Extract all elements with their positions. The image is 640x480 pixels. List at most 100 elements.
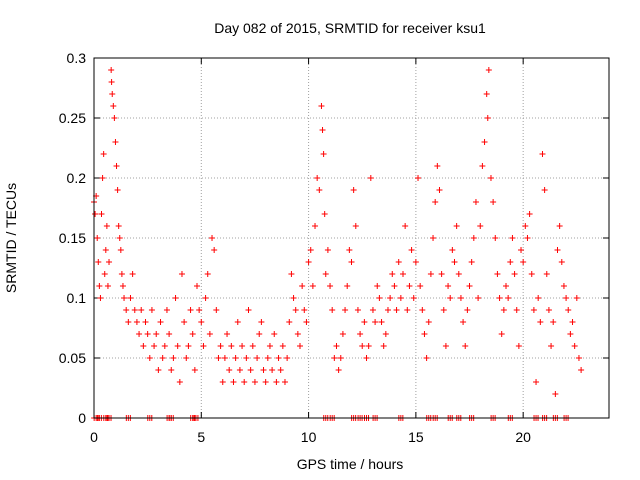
data-point [397, 295, 404, 301]
data-point [382, 331, 389, 337]
data-point [436, 187, 443, 193]
data-point [442, 343, 449, 349]
data-point [350, 187, 357, 193]
data-point [226, 367, 233, 373]
data-point [565, 307, 572, 313]
data-point [290, 295, 297, 301]
x-axis-label: GPS time / hours [297, 456, 404, 472]
data-point [335, 367, 342, 373]
data-point [159, 355, 166, 361]
data-point [342, 307, 349, 313]
data-point [406, 283, 413, 289]
axis-ticks: 0 0.05 0.1 0.15 0.2 0.25 0.3 0 5 10 15 20 [59, 50, 609, 445]
data-point [558, 259, 565, 265]
y-tick-label: 0.15 [59, 230, 86, 246]
data-point [487, 175, 494, 181]
data-point [281, 379, 288, 385]
data-point [329, 307, 336, 313]
data-point [462, 343, 469, 349]
data-point [419, 307, 426, 313]
data-point [537, 319, 544, 325]
data-point [320, 151, 327, 157]
data-point [578, 367, 585, 373]
x-tick-label: 10 [301, 429, 317, 445]
data-point [209, 235, 216, 241]
data-point [309, 283, 316, 289]
data-point [97, 295, 104, 301]
data-point [284, 355, 291, 361]
data-point [498, 331, 505, 337]
data-point [496, 295, 503, 301]
y-tick-label: 0.25 [59, 110, 86, 126]
data-point [157, 319, 164, 325]
data-point [140, 343, 147, 349]
x-tick-label: 5 [197, 429, 205, 445]
data-point [337, 355, 344, 361]
data-point [264, 355, 271, 361]
data-point [365, 343, 372, 349]
data-point [123, 307, 130, 313]
data-point [322, 271, 329, 277]
data-point [151, 343, 158, 349]
data-point [116, 235, 123, 241]
data-point [98, 211, 105, 217]
data-point [539, 151, 546, 157]
data-point [408, 247, 415, 253]
data-point [266, 343, 273, 349]
data-point [423, 355, 430, 361]
data-point [389, 271, 396, 277]
data-point [457, 295, 464, 301]
data-point [535, 295, 542, 301]
data-point [114, 187, 121, 193]
data-point [367, 175, 374, 181]
data-point [318, 103, 325, 109]
data-point [104, 283, 111, 289]
data-point [314, 175, 321, 181]
data-point [174, 343, 181, 349]
y-tick-label: 0.3 [67, 50, 87, 66]
data-point [481, 139, 488, 145]
data-point [230, 379, 237, 385]
data-point [451, 259, 458, 265]
data-point [475, 295, 482, 301]
data-point [251, 379, 258, 385]
data-point [455, 271, 462, 277]
data-points [91, 67, 585, 421]
data-point [191, 367, 198, 373]
y-axis-label: SRMTID / TECUs [3, 183, 19, 293]
data-point [528, 271, 535, 277]
data-point [464, 307, 471, 313]
data-point [387, 295, 394, 301]
data-point [245, 307, 252, 313]
data-point [545, 307, 552, 313]
plot-frame [93, 57, 610, 419]
data-point [468, 259, 475, 265]
data-point [166, 331, 173, 337]
data-point [217, 343, 224, 349]
data-point [376, 295, 383, 301]
data-point [552, 391, 559, 397]
chart-title: Day 082 of 2015, SRMTID for receiver ksu… [214, 20, 486, 36]
data-point [111, 115, 118, 121]
data-point [417, 283, 424, 289]
data-point [189, 331, 196, 337]
data-point [357, 331, 364, 337]
data-point [108, 79, 115, 85]
data-point [181, 319, 188, 325]
data-point [221, 355, 228, 361]
data-point [339, 331, 346, 337]
data-point [511, 271, 518, 277]
x-tick-label: 15 [408, 429, 424, 445]
data-point [138, 307, 145, 313]
data-point [484, 115, 491, 121]
data-point [187, 307, 194, 313]
data-point [185, 343, 192, 349]
data-point [269, 367, 276, 373]
data-point [575, 355, 582, 361]
data-point [118, 271, 125, 277]
data-point [196, 307, 203, 313]
data-point [477, 223, 484, 229]
data-point [438, 271, 445, 277]
data-point [288, 271, 295, 277]
data-point [101, 271, 108, 277]
